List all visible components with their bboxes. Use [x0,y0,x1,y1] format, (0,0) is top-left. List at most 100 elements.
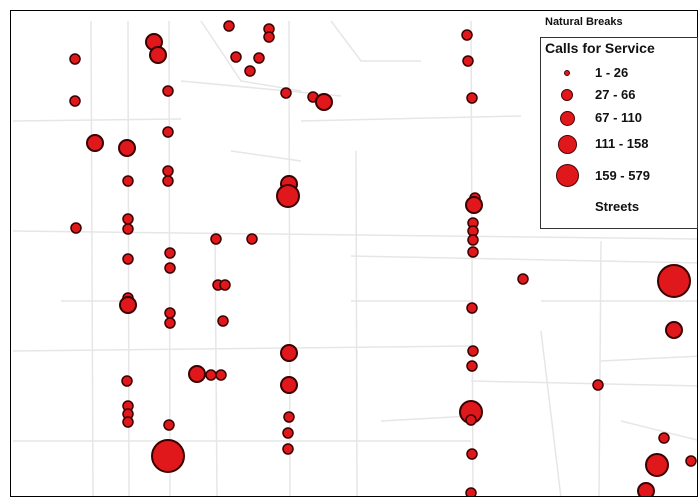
calls-for-service-point [592,379,604,391]
calls-for-service-point [244,65,256,77]
calls-for-service-point [466,92,478,104]
calls-for-service-point [122,175,134,187]
calls-for-service-point [162,126,174,138]
street-segment [355,150,358,496]
calls-for-service-point [466,448,478,460]
legend-label-4: 111 - 158 [595,136,649,151]
calls-for-service-point [122,253,134,265]
legend-subtitle: Calls for Service [545,40,655,56]
legend-class-1: 1 - 26 [541,62,697,86]
calls-for-service-point [280,344,298,362]
calls-for-service-point [263,31,275,43]
calls-for-service-point [461,29,473,41]
legend-streets-label: Streets [595,199,640,214]
calls-for-service-point [162,165,174,177]
legend-class-4: 111 - 158 [541,133,697,157]
street-segment [90,20,94,496]
street-segment [12,345,472,352]
street-segment [620,420,697,441]
legend-label-5: 159 - 579 [595,168,650,183]
calls-for-service-point [466,360,478,372]
calls-for-service-point [467,246,479,258]
calls-for-service-point [467,345,479,357]
calls-for-service-point [283,411,295,423]
street-segment [330,20,421,62]
legend-symbol-2 [561,89,573,101]
calls-for-service-point [151,439,185,473]
calls-for-service-point [665,321,683,339]
calls-for-service-point [465,487,477,496]
street-segment [598,240,602,496]
calls-for-service-point [121,375,133,387]
calls-for-service-point [462,55,474,67]
street-segment [214,230,218,496]
calls-for-service-point [162,85,174,97]
legend-label-1: 1 - 26 [595,65,629,80]
calls-for-service-point [253,52,265,64]
street-segment [350,255,697,264]
calls-for-service-point [118,139,136,157]
calls-for-service-point [230,51,242,63]
calls-for-service-point [69,95,81,107]
calls-for-service-point [685,455,697,467]
calls-for-service-point [163,419,175,431]
calls-for-service-point [122,213,134,225]
map-canvas[interactable] [11,11,698,497]
calls-for-service-point [162,175,174,187]
calls-for-service-point [119,296,137,314]
legend-class-3: 67 - 110 [541,108,697,132]
calls-for-service-point [122,223,134,235]
street-segment [300,115,522,122]
legend-class-2: 27 - 66 [541,85,697,109]
legend-symbol-4 [558,135,577,154]
legend-symbol-1 [564,70,570,76]
calls-for-service-point [86,134,104,152]
calls-for-service-point [246,233,258,245]
street-segment [200,20,302,92]
street-segment [12,118,182,122]
calls-for-service-point [188,365,206,383]
street-segment [168,20,171,496]
map-legend: Calls for Service 1 - 26 27 - 66 67 - 11… [540,37,698,229]
calls-for-service-point [282,427,294,439]
calls-for-service-point [466,302,478,314]
street-segment [600,355,697,362]
calls-for-service-point [70,222,82,234]
calls-for-service-point [282,443,294,455]
calls-for-service-point [164,247,176,259]
calls-for-service-point [517,273,529,285]
street-segment [230,150,302,162]
calls-for-service-point [658,432,670,444]
legend-symbol-3 [560,111,575,126]
calls-for-service-point [645,453,669,477]
calls-for-service-point [149,46,167,64]
calls-for-service-point [219,279,231,291]
street-segment [470,380,697,387]
legend-symbol-5 [556,164,579,187]
calls-for-service-point [164,262,176,274]
legend-class-5: 159 - 579 [541,162,697,187]
calls-for-service-point [657,264,691,298]
calls-for-service-point [215,369,227,381]
legend-label-3: 67 - 110 [595,110,642,125]
calls-for-service-point [637,482,655,496]
calls-for-service-points [69,20,697,496]
street-segment [380,415,472,422]
calls-for-service-point [210,233,222,245]
legend-title: Natural Breaks [545,16,623,28]
calls-for-service-point [122,416,134,428]
calls-for-service-point [276,184,300,208]
calls-for-service-point [164,317,176,329]
legend-label-2: 27 - 66 [595,87,636,102]
calls-for-service-point [69,53,81,65]
calls-for-service-point [465,196,483,214]
calls-for-service-point [217,315,229,327]
street-segment [540,330,562,496]
calls-for-service-point [315,93,333,111]
calls-for-service-point [223,20,235,32]
calls-for-service-point [280,376,298,394]
calls-for-service-point [164,307,176,319]
calls-for-service-point [465,414,477,426]
calls-for-service-point [467,234,479,246]
calls-for-service-point [280,87,292,99]
